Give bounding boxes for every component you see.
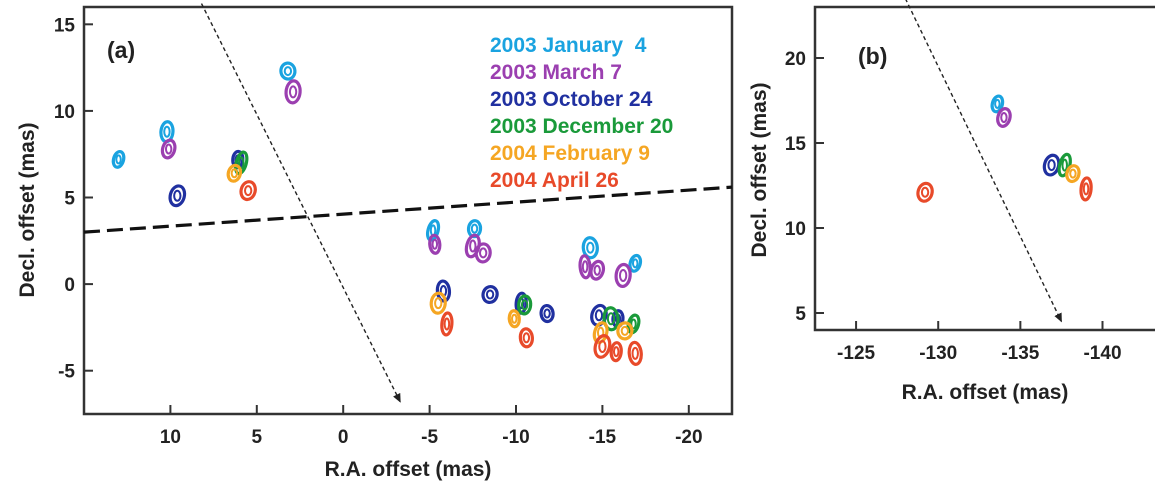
panel-a-x-tick-label: -10: [502, 427, 529, 448]
panel-a-label: (a): [107, 37, 135, 63]
panel-a-point: [441, 313, 453, 336]
panel-b-y-tick-label: 5: [795, 304, 806, 325]
panel-b-y-axis-title: Decl. offset (mas): [748, 82, 771, 257]
panel-a-y-axis-title: Decl. offset (mas): [16, 122, 39, 297]
panel-a-point: [579, 255, 591, 278]
panel-b-y-tick-label: 20: [785, 49, 806, 70]
legend-entry: 2003 January 4: [490, 34, 647, 57]
panel-a-marks: [84, 4, 732, 402]
panel-a-point: [239, 180, 257, 201]
panel-b-marks: [905, 0, 1092, 322]
panel-b-motion-arrow: [905, 0, 1061, 322]
panel-a-point: [226, 164, 242, 183]
panel-b-point: [916, 182, 934, 203]
panel-a-point: [280, 63, 295, 80]
panel-b-x-tick-label: -135: [1001, 343, 1039, 364]
panel-b-x-tick-label: -125: [837, 343, 875, 364]
panel-a-point: [168, 184, 187, 207]
panel-a-point: [509, 310, 520, 327]
panel-a-y-tick-label: 5: [64, 189, 75, 210]
panel-a-y-tick-label: 10: [54, 102, 75, 123]
panel-a-point: [589, 260, 605, 280]
panel-a-x-tick-label: -20: [675, 427, 702, 448]
panel-a: 10 5 0 -5 -10 -15 -20 15 10 5 0 -5 (a) R.A. offset …: [16, 4, 732, 481]
panel-a-point: [112, 150, 126, 168]
legend-entry: 2003 October 24: [490, 88, 653, 111]
panel-a-point: [481, 285, 499, 304]
legend-entry: 2003 March 7: [490, 61, 622, 84]
panel-a-x-tick-label: 5: [252, 427, 263, 448]
panel-a-x-tick-label: -15: [589, 427, 617, 448]
panel-a-motion-arrow: [202, 4, 401, 402]
panel-a-y-tick-label: -5: [58, 362, 75, 383]
panel-a-point: [610, 342, 622, 361]
panel-b-x-tick-label: -130: [919, 343, 957, 364]
panel-a-point: [628, 342, 642, 365]
legend-entry: 2003 December 20: [490, 115, 673, 138]
panel-a-point: [540, 305, 553, 322]
panel-b-y-tick-label: 10: [785, 219, 806, 240]
panel-b-y-tick-label: 15: [785, 134, 807, 155]
panel-b-label: (b): [858, 43, 887, 69]
legend: 2003 January 4 2003 March 7 2003 October 2…: [490, 34, 673, 192]
panel-a-point: [285, 80, 301, 103]
panel-b: -125 -130 -135 -140 20 15 10 5 (b) R.A. offset …: [748, 0, 1155, 404]
panel-b-point: [1080, 178, 1092, 201]
panel-b-x-tick-label: -140: [1083, 343, 1121, 364]
legend-entry: 2004 April 26: [490, 169, 619, 192]
panel-b-x-axis-title: R.A. offset (mas): [902, 381, 1069, 404]
panel-a-x-tick-label: 10: [160, 427, 181, 448]
panel-a-y-tick-label: 0: [64, 275, 75, 296]
panel-a-point: [615, 264, 631, 287]
panel-a-point: [475, 243, 491, 262]
legend-entry: 2004 February 9: [490, 142, 650, 165]
panel-a-point: [520, 328, 534, 347]
panel-a-x-axis-title: R.A. offset (mas): [325, 458, 492, 481]
panel-a-x-tick-label: -5: [421, 427, 438, 448]
panel-a-x-tick-label: 0: [338, 427, 349, 448]
panel-a-y-tick-label: 15: [54, 15, 76, 36]
